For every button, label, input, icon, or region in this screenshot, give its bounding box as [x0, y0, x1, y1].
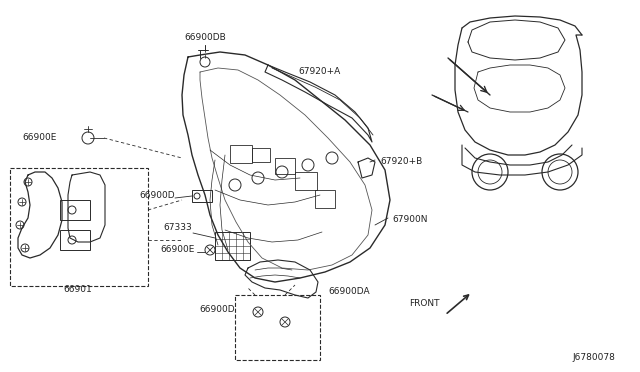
Text: J6780078: J6780078 — [572, 353, 615, 362]
Bar — [60, 200, 90, 220]
Text: 67333: 67333 — [163, 224, 192, 232]
Text: 66901: 66901 — [63, 285, 92, 295]
Text: 67900N: 67900N — [392, 215, 428, 224]
Text: 67920+A: 67920+A — [298, 67, 340, 77]
Text: FRONT: FRONT — [410, 299, 440, 308]
Text: 67920+B: 67920+B — [380, 157, 422, 167]
Bar — [252, 148, 270, 162]
Text: 66900E: 66900E — [22, 134, 57, 142]
Bar — [215, 232, 250, 260]
Bar — [295, 172, 317, 190]
Text: 66900DA: 66900DA — [328, 288, 370, 296]
Bar — [235, 295, 320, 360]
Text: 66900D: 66900D — [200, 305, 235, 314]
Text: 66900E: 66900E — [161, 246, 195, 254]
Bar — [192, 190, 212, 202]
Text: 66900DB: 66900DB — [184, 33, 226, 42]
Bar — [60, 230, 90, 250]
Bar — [275, 158, 295, 174]
Text: 66900D: 66900D — [140, 190, 175, 199]
Bar — [315, 190, 335, 208]
Bar — [230, 145, 252, 163]
Bar — [10, 168, 148, 286]
